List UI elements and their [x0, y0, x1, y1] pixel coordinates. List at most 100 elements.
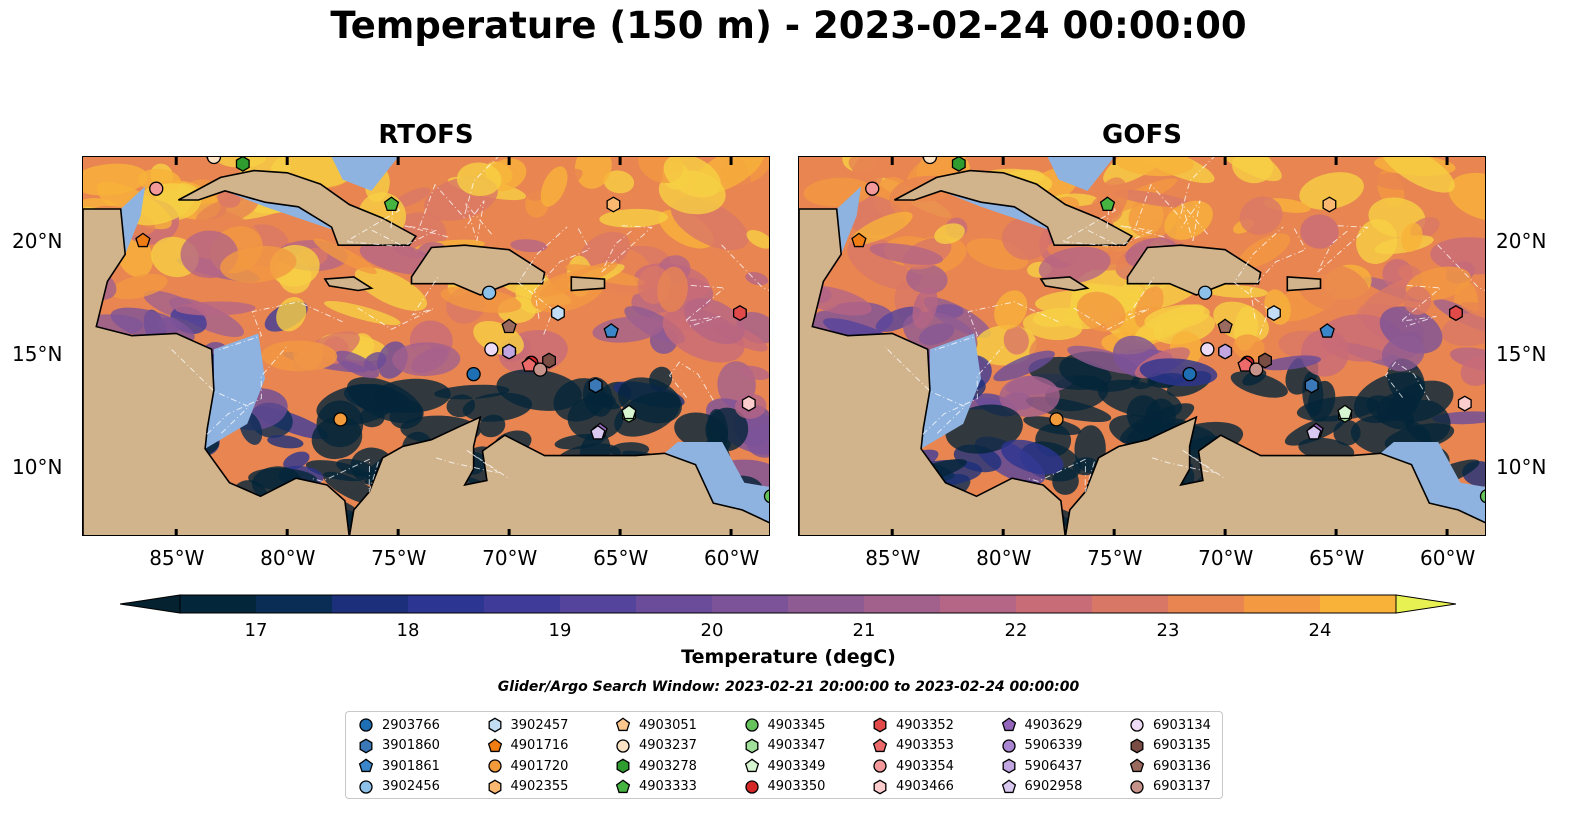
legend-item-4903466: 4903466 [872, 777, 954, 797]
float-marker-6903137[interactable] [1249, 362, 1264, 377]
legend-label: 3902457 [510, 717, 569, 733]
float-marker-3901860[interactable] [1304, 377, 1319, 394]
float-marker-5906437[interactable] [1218, 343, 1233, 360]
land-hispaniola [1126, 244, 1262, 296]
legend-label: 4901720 [510, 758, 569, 774]
pentagon-marker-icon [1129, 758, 1145, 773]
legend-item-5906339: 5906339 [1001, 736, 1082, 756]
legend-item-3901861: 3901861 [358, 756, 440, 776]
float-marker-2903766[interactable] [466, 366, 481, 382]
float-marker-4903354[interactable] [865, 181, 880, 196]
colorbar-segment [484, 595, 561, 613]
float-marker-3902457[interactable] [1266, 305, 1281, 322]
pentagon-marker-icon [872, 737, 888, 752]
legend-item-4901716: 4901716 [487, 736, 568, 756]
legend-item-6903137: 6903137 [1129, 777, 1211, 797]
circle-marker-icon [1001, 738, 1016, 753]
lat-tick-label: 15°N [12, 342, 63, 367]
search-window-text: Glider/Argo Search Window: 2023-02-21 20… [497, 679, 1080, 695]
colorbar-segment [864, 595, 941, 613]
colorbar-segment [408, 595, 485, 613]
float-marker-3901861[interactable] [1319, 323, 1335, 338]
circle-marker-icon [1130, 779, 1144, 794]
float-marker-4903333[interactable] [383, 196, 400, 212]
float-marker-6903135[interactable] [542, 352, 557, 369]
float-marker-4901716[interactable] [851, 232, 867, 248]
float-marker-6903137[interactable] [533, 362, 548, 377]
gofs-map[interactable] [798, 156, 1486, 536]
legend-item-4903278: 4903278 [615, 756, 697, 776]
legend-label: 4903347 [767, 738, 826, 753]
colorbar-segment [1168, 595, 1245, 613]
lon-tick-label: 70°W [482, 546, 538, 570]
float-marker-4901720[interactable] [333, 412, 348, 427]
hexagon-marker-icon [488, 779, 501, 794]
legend-item-2903766: 2903766 [358, 715, 440, 735]
float-marker-6902958[interactable] [1306, 424, 1322, 440]
hexagon-marker-icon [359, 738, 373, 753]
float-marker-4901716[interactable] [135, 232, 151, 248]
land-centralAm [799, 208, 1066, 535]
float-marker-2903766[interactable] [1182, 366, 1197, 382]
float-marker-4903466[interactable] [741, 395, 756, 412]
legend-item-4903629: 4903629 [1001, 715, 1083, 735]
float-marker-4903345[interactable] [1479, 489, 1487, 504]
float-marker-4903352[interactable] [732, 305, 747, 322]
legend-label: 4903350 [767, 779, 826, 794]
float-marker-4903353[interactable] [1237, 357, 1253, 372]
rtofs-map[interactable] [82, 156, 770, 536]
colorbar-segment [332, 595, 409, 613]
legend-item-4903333: 4903333 [615, 777, 697, 797]
pentagon-marker-icon [744, 758, 759, 773]
float-marker-3901860[interactable] [588, 377, 603, 394]
legend-item-4903349: 4903349 [744, 756, 825, 776]
colorbar-tick-label: 17 [244, 620, 268, 641]
float-marker-4903466[interactable] [1457, 395, 1472, 412]
float-marker-4902355[interactable] [1322, 196, 1337, 213]
colorbar-segment [1244, 595, 1321, 613]
lon-tick-label: 80°W [260, 546, 316, 570]
float-marker-4901720[interactable] [1049, 412, 1064, 427]
float-marker-3902456[interactable] [481, 285, 497, 300]
float-marker-4902355[interactable] [606, 196, 621, 213]
float-marker-3901861[interactable] [603, 323, 619, 338]
legend-item-4903345: 4903345 [744, 715, 826, 735]
float-marker-4903349[interactable] [621, 404, 637, 420]
colorbar-tick-label: 21 [852, 620, 876, 641]
float-marker-4903354[interactable] [149, 181, 164, 196]
colorbar-segment [1092, 595, 1169, 613]
legend-label: 4903345 [767, 717, 826, 733]
float-marker-4903353[interactable] [521, 357, 537, 372]
float-marker-3902457[interactable] [550, 305, 565, 322]
lon-tick-label: 85°W [149, 546, 205, 570]
lon-tick-label: 65°W [1309, 546, 1365, 570]
hexagon-marker-icon [616, 758, 630, 774]
float-marker-4903278[interactable] [235, 157, 250, 172]
float-marker-6903134[interactable] [484, 342, 499, 357]
colorbar-under-arrow [119, 594, 181, 614]
float-marker-4903237[interactable] [922, 157, 938, 165]
float-marker-4903345[interactable] [763, 489, 771, 504]
float-marker-6903135[interactable] [1258, 352, 1273, 369]
float-marker-4903352[interactable] [1448, 305, 1463, 322]
float-marker-4903333[interactable] [1099, 196, 1116, 212]
float-marker-6903136[interactable] [1217, 318, 1233, 334]
float-marker-3902456[interactable] [1197, 285, 1213, 300]
legend-item-4903051: 4903051 [615, 715, 697, 735]
float-marker-5906437[interactable] [502, 343, 517, 360]
lat-tick-label: 10°N [12, 455, 63, 480]
hexagon-marker-icon [488, 717, 501, 733]
legend-item-4903350: 4903350 [744, 777, 826, 797]
legend-label: 4903629 [1024, 717, 1083, 733]
legend-label: 6903137 [1153, 779, 1211, 794]
float-marker-6903134[interactable] [1200, 342, 1215, 357]
colorbar-tick-label: 19 [548, 620, 572, 641]
float-marker-6903136[interactable] [501, 318, 517, 334]
float-marker-6902958[interactable] [590, 424, 606, 440]
float-marker-4903237[interactable] [206, 157, 222, 165]
temperature-field [83, 157, 771, 535]
float-marker-4903349[interactable] [1337, 404, 1353, 420]
legend-label: 6903135 [1153, 738, 1211, 753]
float-marker-4903278[interactable] [951, 157, 966, 172]
pentagon-marker-icon [1001, 717, 1016, 732]
